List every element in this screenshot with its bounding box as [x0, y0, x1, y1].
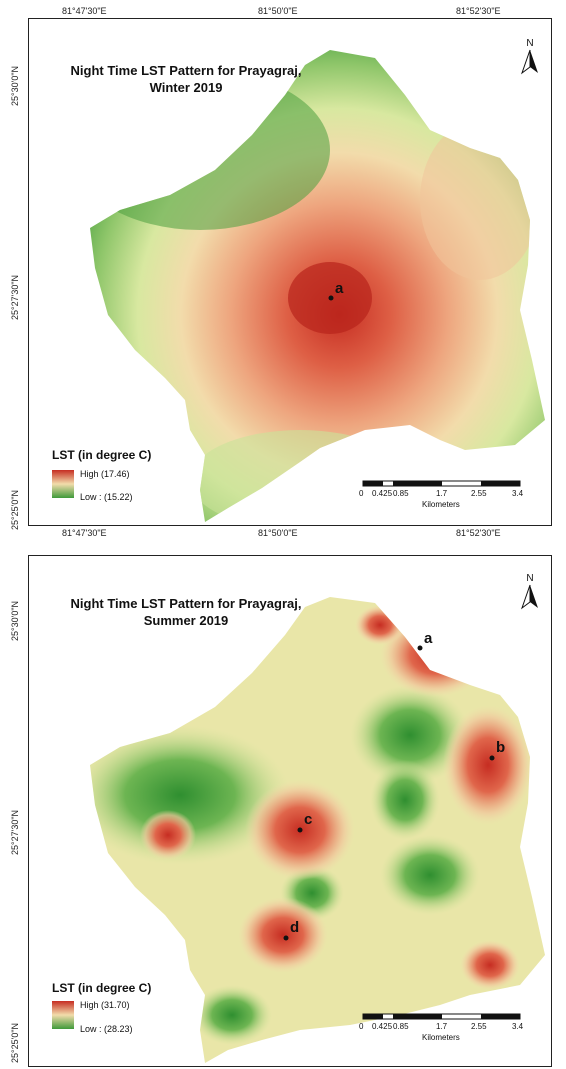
point-label-c: c [304, 811, 312, 828]
map-frame [28, 18, 552, 526]
scale-tick-2: 0.85 [393, 1022, 409, 1031]
winter-lst-raster: a [90, 50, 545, 522]
map-frame [28, 555, 552, 1067]
legend-title: LST (in degree C) [52, 448, 152, 462]
point-marker-a [417, 645, 423, 651]
bottom-tick-3: 81°52'30"E [456, 528, 501, 538]
north-arrow-icon [520, 584, 538, 610]
top-tick-2: 81°50'0"E [258, 6, 298, 16]
winter-map-panel: 81°47'30"E 81°50'0"E 81°52'30"E 25°30'0"… [10, 6, 552, 538]
summer-lst-raster: a b c d [90, 597, 545, 1063]
legend-color-ramp [52, 470, 74, 498]
top-tick-1: 81°47'30"E [62, 6, 107, 16]
summer-map-title: Night Time LST Pattern for Prayagraj, Su… [52, 595, 320, 629]
scale-tick-0: 0 [359, 489, 364, 498]
legend-title: LST (in degree C) [52, 981, 152, 995]
bottom-tick-1: 81°47'30"E [62, 528, 107, 538]
scale-tick-3: 1.7 [436, 489, 448, 498]
point-marker-b [489, 755, 495, 761]
north-arrow: N [520, 38, 540, 78]
legend-high: High (31.70) [80, 1000, 130, 1010]
point-label-d: d [290, 919, 299, 936]
scale-tick-5: 3.4 [512, 489, 524, 498]
legend-low: Low : (15.22) [80, 492, 133, 502]
legend-high: High (17.46) [80, 469, 130, 479]
scale-tick-5: 3.4 [512, 1022, 524, 1031]
point-marker-a [328, 295, 334, 301]
point-label-a: a [424, 630, 433, 647]
point-marker-c [297, 827, 303, 833]
scale-tick-4: 2.55 [471, 489, 487, 498]
scale-tick-1: 0.425 [372, 1022, 393, 1031]
summer-map-panel: 25°30'0"N 25°27'30"N 25°25'0"N [0, 535, 566, 1069]
title-line-1: Night Time LST Pattern for Prayagraj, [70, 63, 302, 78]
point-label-b: b [496, 739, 505, 756]
scale-unit: Kilometers [422, 500, 460, 509]
title-line-2: Winter 2019 [149, 80, 223, 95]
bottom-tick-2: 81°50'0"E [258, 528, 298, 538]
north-arrow: N [520, 573, 540, 613]
legend-color-ramp [52, 1001, 74, 1029]
legend-low: Low : (28.23) [80, 1024, 133, 1034]
title-line-1: Night Time LST Pattern for Prayagraj, [70, 596, 302, 611]
scale-tick-2: 0.85 [393, 489, 409, 498]
north-label: N [526, 573, 534, 584]
point-marker-d [283, 935, 289, 941]
scale-tick-0: 0 [359, 1022, 364, 1031]
north-label: N [526, 38, 534, 49]
winter-map-title: Night Time LST Pattern for Prayagraj, Wi… [52, 62, 320, 96]
point-label-a: a [335, 280, 344, 297]
scale-tick-3: 1.7 [436, 1022, 448, 1031]
top-tick-3: 81°52'30"E [456, 6, 501, 16]
scale-tick-4: 2.55 [471, 1022, 487, 1031]
scale-tick-1: 0.425 [372, 489, 393, 498]
title-line-2: Summer 2019 [143, 613, 229, 628]
north-arrow-icon [520, 49, 538, 75]
scale-unit: Kilometers [422, 1033, 460, 1042]
